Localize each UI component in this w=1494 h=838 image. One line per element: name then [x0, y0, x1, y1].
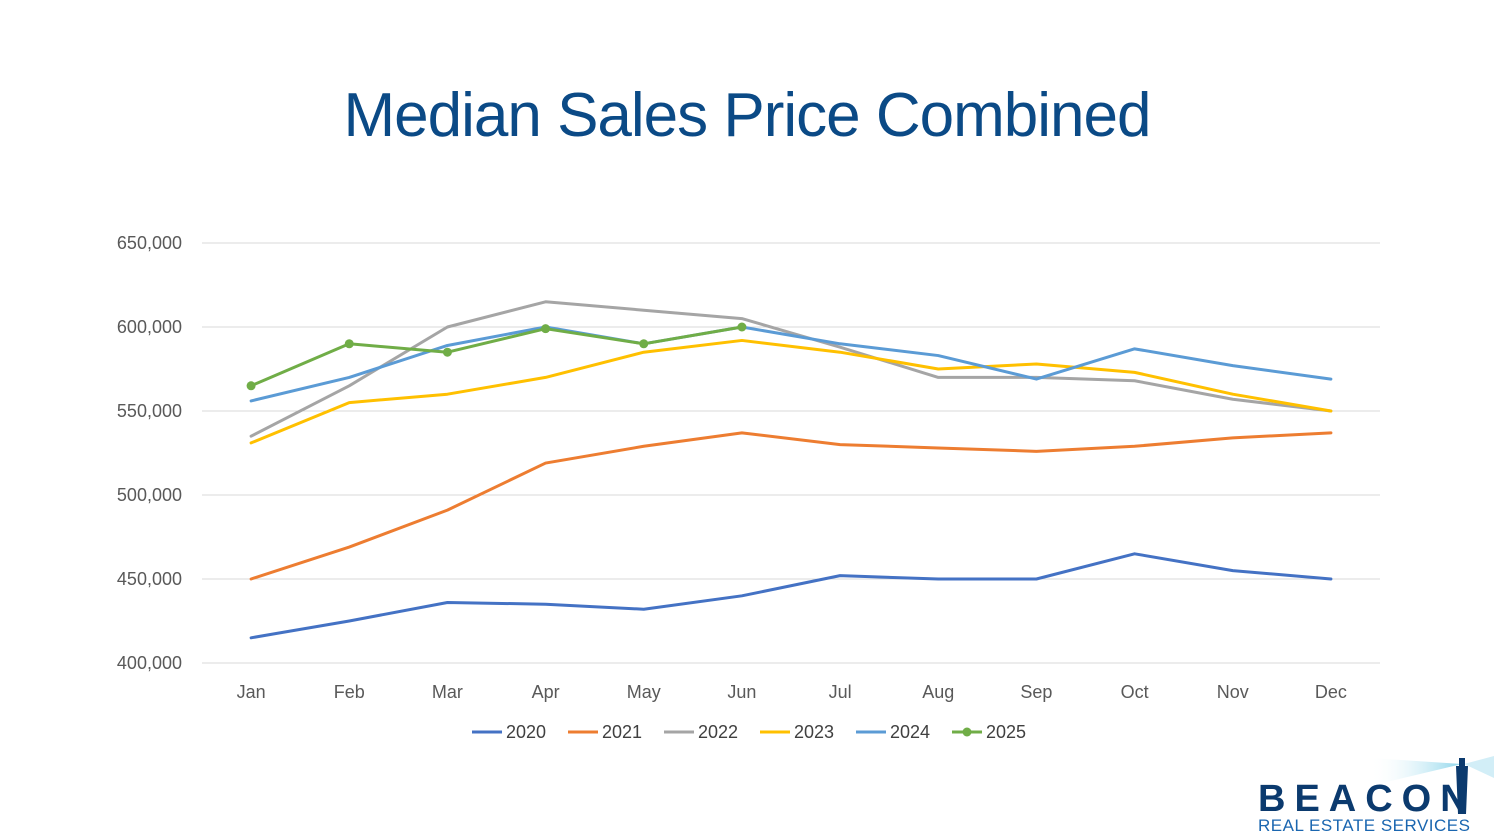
lighthouse-icon: [1370, 756, 1494, 814]
legend: 2020 2021 2022 2023 2024 2025: [472, 722, 1026, 742]
legend-label: 2020: [506, 722, 546, 742]
series-line-2020: [249, 552, 1333, 640]
data-point-2025: [737, 322, 747, 332]
line-chart: 400,000 450,000 500,000 550,000 600,000 650,0…: [117, 233, 1380, 742]
x-tick-label: Feb: [334, 682, 365, 702]
legend-item-2025: 2025: [952, 722, 1026, 742]
chart-title: Median Sales Price Combined: [343, 81, 1152, 150]
y-tick-label: 450,000: [117, 569, 182, 589]
y-tick-label: 550,000: [117, 401, 182, 421]
series-line-2023: [249, 338, 1333, 445]
y-tick-label: 400,000: [117, 653, 182, 673]
y-tick-label: 500,000: [117, 485, 182, 505]
x-tick-label: Jul: [829, 682, 852, 702]
legend-label: 2024: [890, 722, 930, 742]
data-point-2025: [541, 324, 551, 334]
x-axis: Jan Feb Mar Apr May Jun Jul Aug Sep Oct Nov Dec: [237, 682, 1347, 702]
series-line-2022: [249, 300, 1333, 438]
legend-item-2022: 2022: [664, 722, 738, 742]
data-point-2025: [639, 339, 649, 349]
series-line-2021: [249, 431, 1333, 581]
series-line-2024: [249, 325, 1333, 403]
legend-item-2020: 2020: [472, 722, 546, 742]
x-tick-label: Jan: [237, 682, 266, 702]
x-tick-label: Jun: [727, 682, 756, 702]
data-point-2025: [246, 381, 256, 391]
series-line-2025: [249, 325, 744, 388]
legend-item-2024: 2024: [856, 722, 930, 742]
x-tick-label: Oct: [1121, 682, 1149, 702]
legend-label: 2025: [986, 722, 1026, 742]
series-lines: [246, 300, 1333, 640]
data-point-2025: [344, 339, 354, 349]
legend-label: 2021: [602, 722, 642, 742]
gridlines: [202, 242, 1380, 664]
beacon-logo: BEACON REAL ESTATE SERVICES: [1250, 756, 1494, 838]
y-tick-label: 600,000: [117, 317, 182, 337]
data-point-2025: [442, 347, 452, 357]
legend-item-2021: 2021: [568, 722, 642, 742]
x-tick-label: Mar: [432, 682, 463, 702]
logo-tagline: REAL ESTATE SERVICES: [1258, 816, 1471, 835]
legend-item-2023: 2023: [760, 722, 834, 742]
y-axis: 400,000 450,000 500,000 550,000 600,000 650,0…: [117, 233, 182, 673]
x-tick-label: Sep: [1020, 682, 1052, 702]
y-tick-label: 650,000: [117, 233, 182, 253]
logo-wordmark: BEACON: [1258, 778, 1477, 820]
x-tick-label: Dec: [1315, 682, 1347, 702]
legend-label: 2022: [698, 722, 738, 742]
x-tick-label: Aug: [922, 682, 954, 702]
x-tick-label: Apr: [532, 682, 560, 702]
legend-label: 2023: [794, 722, 834, 742]
x-tick-label: Nov: [1217, 682, 1249, 702]
legend-marker: [962, 727, 972, 737]
x-tick-label: May: [627, 682, 661, 702]
